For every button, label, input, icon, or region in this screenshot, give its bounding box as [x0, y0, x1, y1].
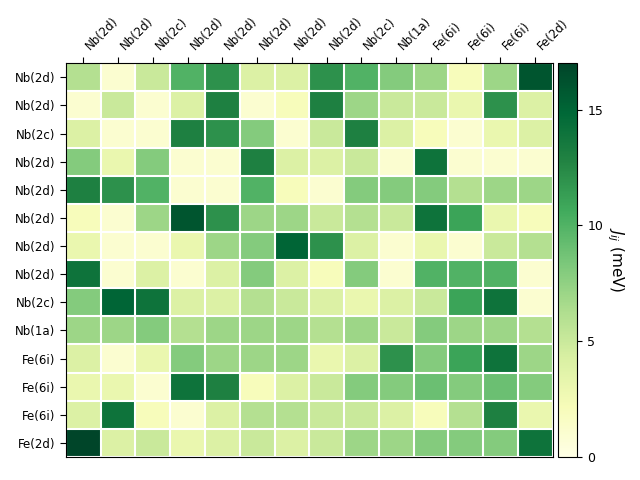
Y-axis label: $J_{ij}$ (meV): $J_{ij}$ (meV): [605, 228, 625, 293]
